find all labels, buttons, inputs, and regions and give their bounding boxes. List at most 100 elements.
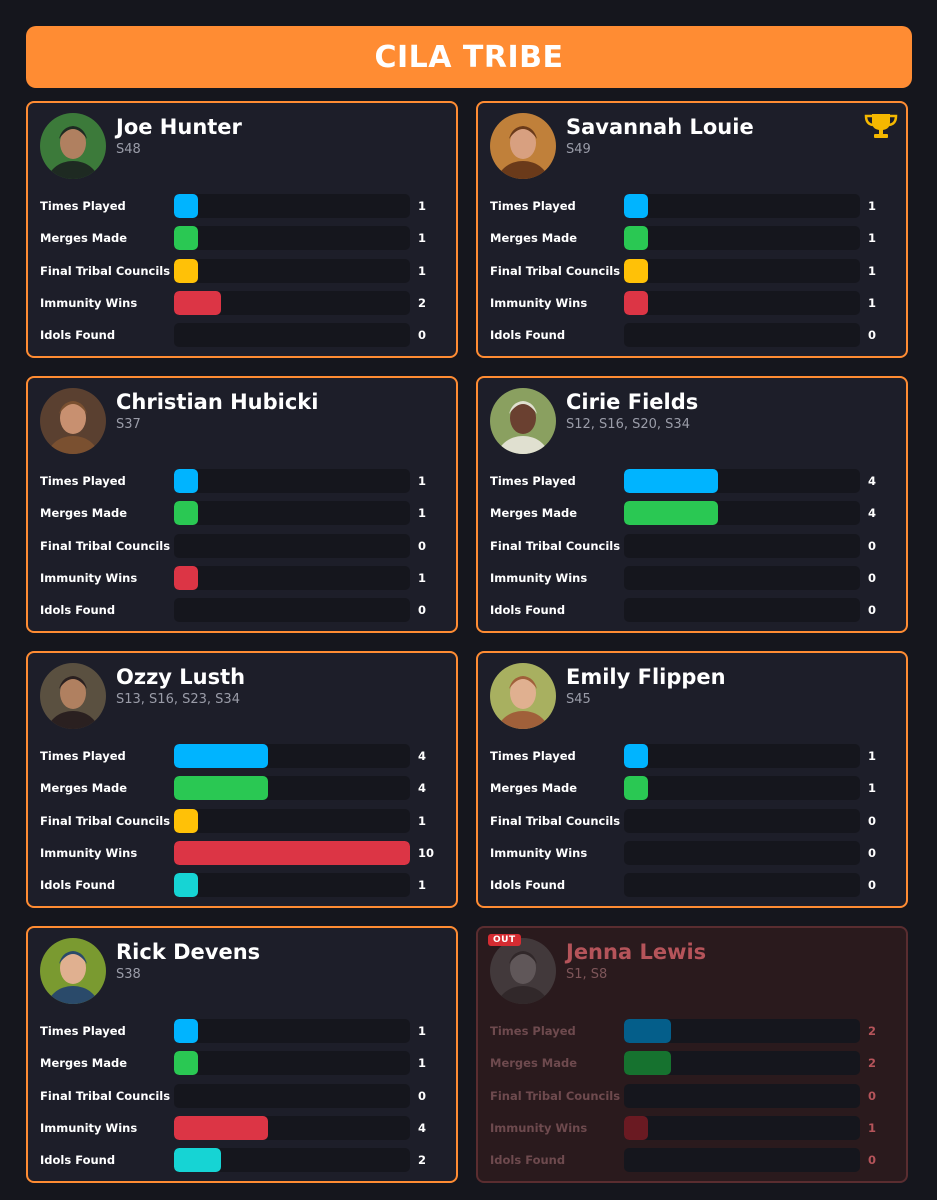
stat-label: Final Tribal Councils	[40, 1088, 171, 1103]
stat-bar-fill	[174, 873, 198, 898]
stat-row-immunity-wins: Immunity Wins 1	[478, 1115, 906, 1140]
stat-label: Immunity Wins	[40, 1120, 138, 1135]
stat-label: Idols Found	[490, 1153, 566, 1168]
stat-label: Times Played	[490, 749, 576, 763]
stat-label: Merges Made	[490, 506, 578, 521]
stat-label: Idols Found	[40, 328, 116, 343]
stat-bar-fill	[174, 1051, 198, 1076]
stat-value: 0	[868, 1088, 877, 1103]
stat-row-merges-made: Merges Made 1	[28, 1051, 456, 1076]
stat-label: Final Tribal Councils	[490, 1088, 621, 1103]
stat-label: Immunity Wins	[490, 1120, 588, 1135]
player-avatar	[490, 388, 556, 454]
stat-bar-track	[174, 533, 410, 558]
player-name: Cirie Fields	[566, 390, 699, 414]
stat-value: 0	[418, 538, 427, 553]
stat-label: Idols Found	[490, 328, 566, 343]
stat-bar-track	[174, 598, 410, 623]
stat-bar-fill	[174, 290, 221, 315]
stat-value: 2	[418, 1153, 427, 1168]
stat-row-immunity-wins: Immunity Wins 1	[28, 565, 456, 590]
player-card: Savannah Louie S49 Times Played 1 Merges Mad…	[476, 101, 908, 358]
player-card: Joe Hunter S48 Times Played 1 Merges Made 1 Fi…	[26, 101, 458, 358]
stat-row-times-played: Times Played 1	[28, 194, 456, 218]
stat-value: 1	[418, 1056, 427, 1071]
stat-bar-track	[624, 1115, 860, 1140]
stat-value: 1	[868, 231, 877, 246]
player-card: Emily Flippen S45 Times Played 1 Merges Made…	[476, 651, 908, 908]
stat-row-final-tribal-councils: Final Tribal Councils 0	[28, 1083, 456, 1108]
stat-label: Final Tribal Councils	[40, 813, 171, 828]
player-card: Ozzy Lusth S13, S16, S23, S34 Times Played…	[26, 651, 458, 908]
stat-bar-track	[624, 258, 860, 283]
player-avatar	[40, 113, 106, 179]
stat-bar-fill	[624, 226, 648, 251]
stat-bar-fill	[624, 776, 648, 801]
stat-bar-fill	[174, 1148, 221, 1173]
player-seasons: S45	[566, 692, 591, 707]
player-avatar	[40, 388, 106, 454]
stat-value: 4	[418, 749, 427, 763]
stat-label: Idols Found	[40, 1153, 116, 1168]
stat-bar-fill	[174, 744, 268, 768]
stat-bar-track	[624, 1019, 860, 1043]
stat-row-merges-made: Merges Made 4	[28, 776, 456, 801]
stat-bar-track	[174, 808, 410, 833]
stat-row-idols-found: Idols Found 0	[478, 323, 906, 348]
stat-value: 4	[418, 1120, 427, 1135]
player-seasons: S38	[116, 967, 141, 982]
stat-value: 1	[418, 878, 427, 893]
stat-value: 0	[418, 603, 427, 618]
stat-value: 0	[868, 1153, 877, 1168]
stat-row-final-tribal-councils: Final Tribal Councils 0	[478, 533, 906, 558]
stat-label: Times Played	[40, 199, 126, 213]
player-name: Savannah Louie	[566, 115, 754, 139]
stat-row-idols-found: Idols Found 0	[478, 873, 906, 898]
stat-row-merges-made: Merges Made 1	[478, 776, 906, 801]
stat-value: 0	[418, 328, 427, 343]
tribe-title: CILA TRIBE	[374, 39, 564, 75]
stat-value: 1	[418, 263, 427, 278]
stat-label: Times Played	[40, 1024, 126, 1038]
stat-value: 1	[868, 199, 877, 213]
stat-value: 1	[418, 1024, 427, 1038]
stat-bar-track	[174, 290, 410, 315]
stat-value: 1	[418, 813, 427, 828]
stat-label: Immunity Wins	[490, 570, 588, 585]
stat-row-times-played: Times Played 1	[28, 1019, 456, 1043]
player-name: Jenna Lewis	[566, 940, 707, 964]
stat-bar-track	[624, 840, 860, 865]
stat-value: 1	[418, 506, 427, 521]
stat-bar-track	[624, 501, 860, 526]
stat-bar-fill	[624, 1051, 671, 1076]
stat-row-merges-made: Merges Made 1	[28, 226, 456, 251]
stat-label: Times Played	[490, 474, 576, 488]
stat-value: 1	[418, 570, 427, 585]
stat-row-idols-found: Idols Found 1	[28, 873, 456, 898]
stat-label: Merges Made	[490, 781, 578, 796]
stat-row-immunity-wins: Immunity Wins 10	[28, 840, 456, 865]
player-seasons: S37	[116, 417, 141, 432]
stat-label: Final Tribal Councils	[490, 263, 621, 278]
stat-bar-fill	[174, 501, 198, 526]
stat-bar-fill	[624, 290, 648, 315]
stat-label: Merges Made	[40, 506, 128, 521]
stat-value: 1	[868, 781, 877, 796]
player-name: Joe Hunter	[116, 115, 242, 139]
stat-bar-fill	[174, 565, 198, 590]
stat-value: 1	[868, 263, 877, 278]
stat-value: 1	[418, 474, 427, 488]
stat-label: Final Tribal Councils	[40, 538, 171, 553]
stat-label: Immunity Wins	[40, 845, 138, 860]
stat-bar-track	[174, 744, 410, 768]
stat-label: Merges Made	[40, 1056, 128, 1071]
stat-bar-fill	[624, 469, 718, 493]
stat-label: Idols Found	[490, 878, 566, 893]
stat-value: 2	[418, 295, 427, 310]
stat-value: 0	[868, 538, 877, 553]
stat-bar-track	[174, 323, 410, 348]
stat-row-final-tribal-councils: Final Tribal Councils 0	[28, 533, 456, 558]
stat-bar-fill	[624, 1019, 671, 1043]
stat-row-merges-made: Merges Made 1	[478, 226, 906, 251]
stat-bar-track	[174, 1083, 410, 1108]
